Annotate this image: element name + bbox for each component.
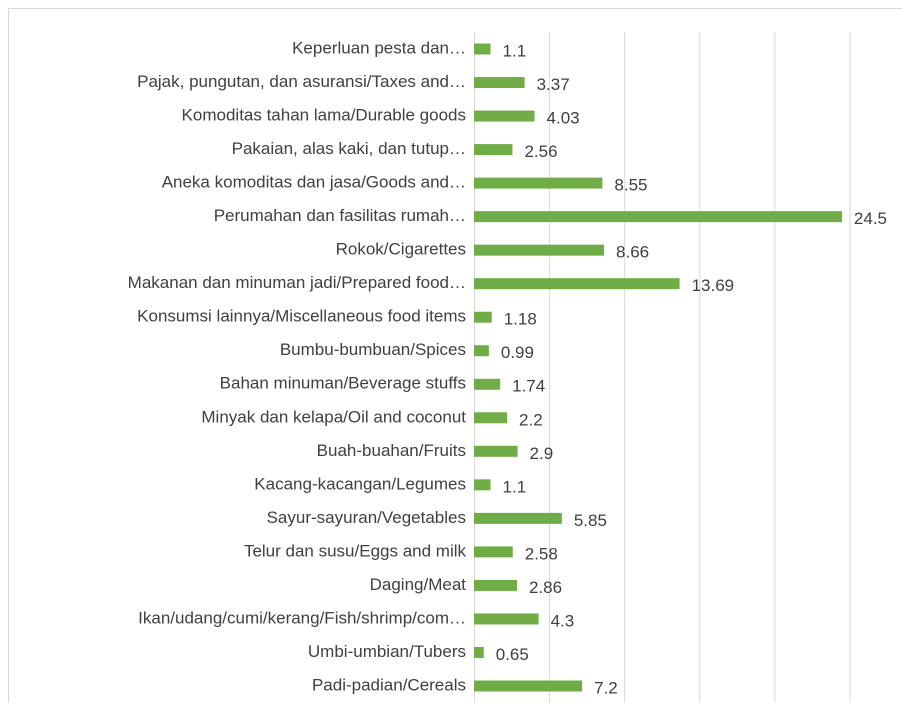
bar	[474, 579, 517, 591]
bar	[474, 378, 501, 390]
y-tick-label: Pajak, pungutan, dan asuransi/Taxes and…	[137, 72, 466, 91]
y-tick-label: Pakaian, alas kaki, dan tutup…	[232, 139, 466, 158]
y-tick-label: Sayur-sayuran/Vegetables	[267, 508, 466, 527]
y-tick-label: Aneka komoditas dan jasa/Goods and…	[162, 173, 466, 192]
value-label: 2.58	[525, 544, 558, 563]
y-tick-label: Kacang-kacangan/Legumes	[254, 474, 466, 493]
value-label: 1.1	[503, 41, 527, 60]
bar	[474, 345, 489, 357]
value-label: 3.37	[537, 75, 570, 94]
chart-border	[8, 8, 902, 703]
y-tick-label: Rokok/Cigarettes	[336, 240, 466, 259]
value-label: 1.74	[512, 377, 545, 396]
value-label: 8.66	[616, 243, 649, 262]
y-tick-label: Konsumsi lainnya/Miscellaneous food item…	[137, 307, 466, 326]
value-label: 8.55	[614, 176, 647, 195]
bar	[474, 311, 492, 323]
bar	[474, 43, 491, 55]
y-tick-label: Makanan dan minuman jadi/Prepared food…	[128, 273, 466, 292]
bar	[474, 211, 842, 223]
value-label: 2.9	[530, 444, 554, 463]
bar	[474, 412, 508, 424]
bar	[474, 445, 518, 457]
bar	[474, 244, 605, 256]
value-label: 5.85	[574, 511, 607, 530]
bar	[474, 613, 539, 625]
value-label: 2.86	[529, 578, 562, 597]
y-tick-label: Telur dan susu/Eggs and milk	[244, 541, 467, 560]
bar	[474, 546, 513, 558]
y-tick-label: Bahan minuman/Beverage stuffs	[220, 374, 466, 393]
bar	[474, 278, 680, 290]
value-label: 2.56	[524, 142, 557, 161]
bar	[474, 646, 484, 658]
value-label: 1.1	[503, 477, 527, 496]
bar	[474, 680, 583, 692]
y-tick-label: Minyak dan kelapa/Oil and coconut	[201, 407, 466, 426]
y-tick-label: Padi-padian/Cereals	[312, 675, 466, 694]
y-tick-label: Bumbu-bumbuan/Spices	[280, 340, 466, 359]
y-tick-label: Ikan/udang/cumi/kerang/Fish/shrimp/com…	[138, 608, 466, 627]
y-tick-label: Perumahan dan fasilitas rumah…	[214, 206, 466, 225]
y-tick-label: Keperluan pesta dan…	[292, 38, 466, 57]
bar	[474, 110, 535, 122]
value-label: 0.65	[496, 645, 529, 664]
y-tick-label: Daging/Meat	[370, 575, 467, 594]
bar	[474, 177, 603, 189]
bar	[474, 512, 562, 524]
bar	[474, 479, 491, 491]
value-label: 0.99	[501, 343, 534, 362]
value-label: 4.03	[547, 109, 580, 128]
bar	[474, 144, 513, 156]
y-tick-label: Buah-buahan/Fruits	[317, 441, 466, 460]
value-label: 24.5	[854, 209, 887, 228]
y-tick-label: Komoditas tahan lama/Durable goods	[182, 106, 466, 125]
y-tick-label: Umbi-umbian/Tubers	[308, 642, 466, 661]
value-label: 4.3	[551, 611, 575, 630]
value-label: 7.2	[594, 678, 618, 697]
value-label: 1.18	[504, 310, 537, 329]
bar	[474, 77, 525, 89]
value-label: 13.69	[692, 276, 735, 295]
value-label: 2.2	[519, 410, 543, 429]
